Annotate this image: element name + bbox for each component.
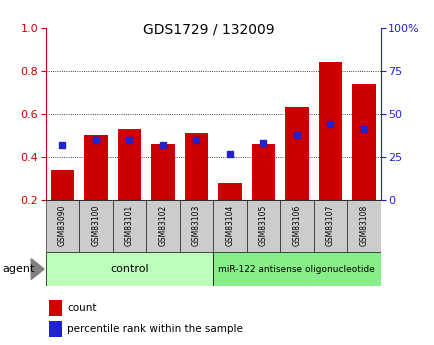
- FancyBboxPatch shape: [112, 200, 146, 252]
- Text: GSM83090: GSM83090: [58, 204, 67, 246]
- Bar: [49, 300, 62, 316]
- Bar: [184, 133, 207, 200]
- FancyBboxPatch shape: [46, 252, 213, 286]
- Text: GSM83108: GSM83108: [358, 204, 368, 246]
- FancyBboxPatch shape: [46, 200, 79, 252]
- Text: percentile rank within the sample: percentile rank within the sample: [67, 324, 243, 334]
- FancyBboxPatch shape: [346, 200, 380, 252]
- Text: agent: agent: [2, 264, 34, 274]
- Text: GSM83105: GSM83105: [258, 204, 267, 246]
- Bar: [51, 170, 74, 200]
- FancyBboxPatch shape: [279, 200, 313, 252]
- Bar: [118, 129, 141, 200]
- Bar: [285, 107, 308, 200]
- Bar: [251, 144, 274, 200]
- Text: GSM83100: GSM83100: [91, 204, 100, 246]
- Text: GSM83106: GSM83106: [292, 204, 301, 246]
- Bar: [352, 84, 375, 200]
- FancyBboxPatch shape: [246, 200, 279, 252]
- Text: count: count: [67, 303, 97, 313]
- Text: GSM83103: GSM83103: [191, 204, 201, 246]
- Bar: [84, 136, 107, 200]
- Text: GSM83102: GSM83102: [158, 204, 167, 246]
- Text: control: control: [110, 264, 148, 274]
- FancyBboxPatch shape: [146, 200, 179, 252]
- Polygon shape: [31, 259, 44, 279]
- Bar: [218, 183, 241, 200]
- FancyBboxPatch shape: [179, 200, 213, 252]
- Bar: [318, 62, 341, 200]
- FancyBboxPatch shape: [213, 200, 246, 252]
- FancyBboxPatch shape: [213, 252, 380, 286]
- Text: GSM83107: GSM83107: [325, 204, 334, 246]
- Text: GSM83104: GSM83104: [225, 204, 234, 246]
- Text: GSM83101: GSM83101: [125, 204, 134, 246]
- FancyBboxPatch shape: [313, 200, 346, 252]
- FancyBboxPatch shape: [79, 200, 112, 252]
- Text: miR-122 antisense oligonucleotide: miR-122 antisense oligonucleotide: [218, 265, 375, 274]
- Text: GDS1729 / 132009: GDS1729 / 132009: [143, 22, 274, 37]
- Bar: [151, 144, 174, 200]
- Bar: [49, 322, 62, 337]
